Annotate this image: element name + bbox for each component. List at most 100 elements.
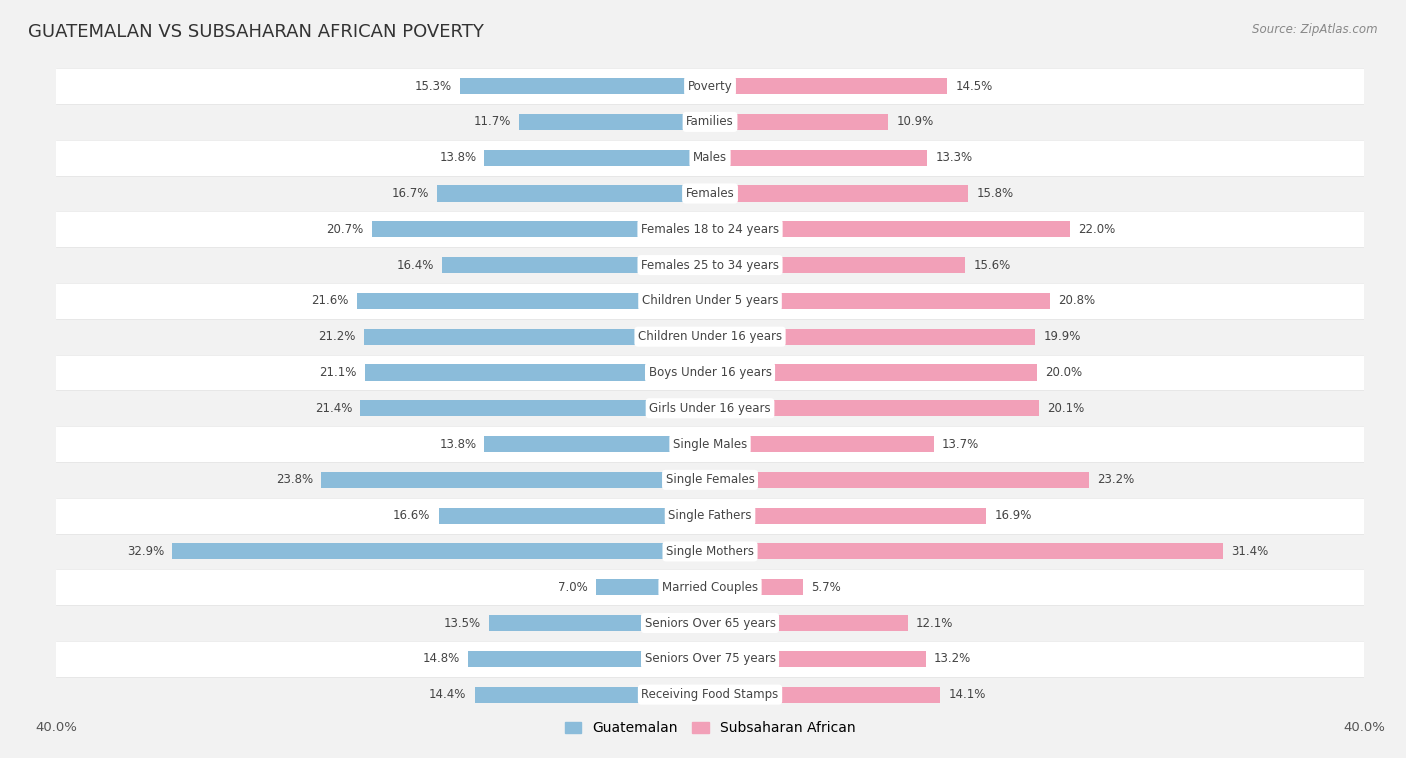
Text: 13.8%: 13.8% bbox=[439, 437, 477, 450]
Bar bbox=[710, 257, 965, 273]
Text: 13.2%: 13.2% bbox=[934, 653, 972, 666]
Text: Females 18 to 24 years: Females 18 to 24 years bbox=[641, 223, 779, 236]
Bar bbox=[468, 651, 710, 667]
Bar bbox=[710, 149, 928, 166]
Bar bbox=[56, 605, 1364, 641]
Bar bbox=[460, 78, 710, 94]
Text: Girls Under 16 years: Girls Under 16 years bbox=[650, 402, 770, 415]
Bar bbox=[710, 186, 969, 202]
Bar bbox=[710, 365, 1038, 381]
Text: Source: ZipAtlas.com: Source: ZipAtlas.com bbox=[1253, 23, 1378, 36]
Bar bbox=[56, 569, 1364, 605]
Text: Males: Males bbox=[693, 151, 727, 164]
Text: Females: Females bbox=[686, 187, 734, 200]
Bar bbox=[439, 508, 710, 524]
Text: Seniors Over 65 years: Seniors Over 65 years bbox=[644, 616, 776, 630]
Text: 13.3%: 13.3% bbox=[935, 151, 973, 164]
Bar bbox=[710, 436, 934, 452]
Legend: Guatemalan, Subsaharan African: Guatemalan, Subsaharan African bbox=[560, 716, 860, 741]
Text: 16.7%: 16.7% bbox=[391, 187, 429, 200]
Bar bbox=[173, 543, 710, 559]
Text: 21.6%: 21.6% bbox=[312, 294, 349, 308]
Text: Married Couples: Married Couples bbox=[662, 581, 758, 594]
Bar bbox=[56, 283, 1364, 319]
Text: 15.3%: 15.3% bbox=[415, 80, 451, 92]
Text: 14.5%: 14.5% bbox=[955, 80, 993, 92]
Bar bbox=[364, 329, 710, 345]
Bar bbox=[360, 400, 710, 416]
Text: 14.8%: 14.8% bbox=[423, 653, 460, 666]
Bar bbox=[366, 365, 710, 381]
Bar bbox=[56, 139, 1364, 176]
Text: Single Females: Single Females bbox=[665, 473, 755, 487]
Bar bbox=[519, 114, 710, 130]
Text: 13.8%: 13.8% bbox=[439, 151, 477, 164]
Bar bbox=[441, 257, 710, 273]
Text: Seniors Over 75 years: Seniors Over 75 years bbox=[644, 653, 776, 666]
Text: 16.6%: 16.6% bbox=[394, 509, 430, 522]
Text: 31.4%: 31.4% bbox=[1232, 545, 1268, 558]
Text: 11.7%: 11.7% bbox=[474, 115, 510, 128]
Text: 7.0%: 7.0% bbox=[558, 581, 588, 594]
Bar bbox=[56, 534, 1364, 569]
Text: Boys Under 16 years: Boys Under 16 years bbox=[648, 366, 772, 379]
Text: 19.9%: 19.9% bbox=[1043, 330, 1081, 343]
Text: 10.9%: 10.9% bbox=[897, 115, 934, 128]
Bar bbox=[485, 149, 710, 166]
Bar bbox=[710, 687, 941, 703]
Text: 14.4%: 14.4% bbox=[429, 688, 467, 701]
Text: 23.2%: 23.2% bbox=[1098, 473, 1135, 487]
Text: GUATEMALAN VS SUBSAHARAN AFRICAN POVERTY: GUATEMALAN VS SUBSAHARAN AFRICAN POVERTY bbox=[28, 23, 484, 41]
Bar bbox=[710, 615, 908, 631]
Bar bbox=[710, 114, 889, 130]
Text: 20.7%: 20.7% bbox=[326, 223, 364, 236]
Bar bbox=[710, 651, 925, 667]
Bar bbox=[371, 221, 710, 237]
Bar bbox=[56, 426, 1364, 462]
Bar bbox=[56, 390, 1364, 426]
Bar bbox=[321, 471, 710, 488]
Text: 13.5%: 13.5% bbox=[444, 616, 481, 630]
Text: 14.1%: 14.1% bbox=[949, 688, 986, 701]
Text: 15.8%: 15.8% bbox=[976, 187, 1014, 200]
Text: 20.1%: 20.1% bbox=[1046, 402, 1084, 415]
Text: 13.7%: 13.7% bbox=[942, 437, 980, 450]
Text: Single Fathers: Single Fathers bbox=[668, 509, 752, 522]
Bar bbox=[56, 498, 1364, 534]
Bar bbox=[710, 543, 1223, 559]
Text: Females 25 to 34 years: Females 25 to 34 years bbox=[641, 258, 779, 271]
Bar bbox=[56, 355, 1364, 390]
Bar bbox=[710, 508, 986, 524]
Bar bbox=[56, 677, 1364, 713]
Text: 15.6%: 15.6% bbox=[973, 258, 1011, 271]
Bar bbox=[710, 579, 803, 595]
Text: Single Mothers: Single Mothers bbox=[666, 545, 754, 558]
Bar bbox=[710, 78, 948, 94]
Text: Children Under 16 years: Children Under 16 years bbox=[638, 330, 782, 343]
Bar bbox=[596, 579, 710, 595]
Text: 12.1%: 12.1% bbox=[915, 616, 953, 630]
Bar bbox=[56, 641, 1364, 677]
Bar bbox=[710, 221, 1070, 237]
Text: 16.9%: 16.9% bbox=[994, 509, 1032, 522]
Text: Families: Families bbox=[686, 115, 734, 128]
Bar bbox=[56, 462, 1364, 498]
Bar bbox=[710, 471, 1090, 488]
Bar bbox=[710, 293, 1050, 309]
Bar bbox=[56, 247, 1364, 283]
Text: 21.4%: 21.4% bbox=[315, 402, 352, 415]
Text: Single Males: Single Males bbox=[673, 437, 747, 450]
Bar bbox=[485, 436, 710, 452]
Bar bbox=[56, 211, 1364, 247]
Text: Children Under 5 years: Children Under 5 years bbox=[641, 294, 779, 308]
Text: 21.2%: 21.2% bbox=[318, 330, 356, 343]
Text: Poverty: Poverty bbox=[688, 80, 733, 92]
Bar bbox=[475, 687, 710, 703]
Text: 5.7%: 5.7% bbox=[811, 581, 841, 594]
Bar bbox=[710, 400, 1039, 416]
Text: 23.8%: 23.8% bbox=[276, 473, 314, 487]
Bar bbox=[56, 319, 1364, 355]
Bar bbox=[489, 615, 710, 631]
Text: 22.0%: 22.0% bbox=[1078, 223, 1115, 236]
Bar bbox=[437, 186, 710, 202]
